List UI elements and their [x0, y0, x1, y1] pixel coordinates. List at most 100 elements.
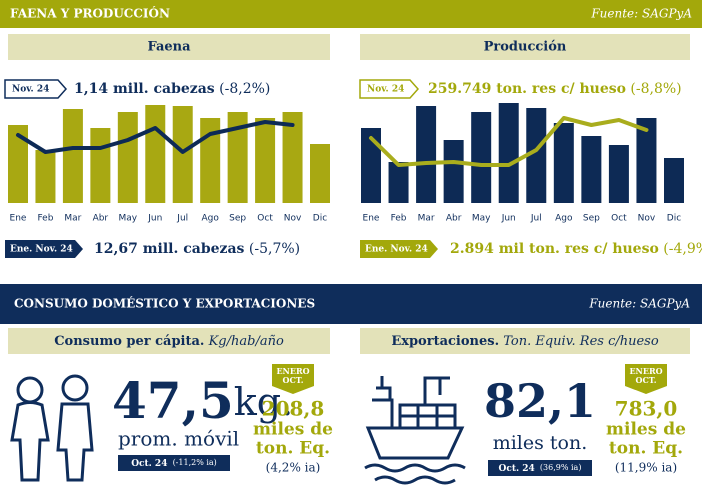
annotation-value: 12,67 mill. cabezas: [94, 241, 245, 257]
x-tick-label: Jun: [501, 214, 516, 224]
bar: [443, 140, 464, 203]
annotation-change: (-8,8%): [630, 81, 681, 97]
tag: [272, 364, 314, 394]
x-tick-label: Sep: [583, 214, 600, 224]
bar: [145, 105, 166, 203]
bar: [416, 106, 437, 203]
bar: [388, 162, 409, 203]
bar: [471, 112, 492, 203]
annotation: 2.894 mil ton. res c/ hueso (-4,9%): [450, 241, 702, 257]
ytd-change: (11,9% ia): [615, 461, 677, 475]
tag: [4, 79, 68, 99]
ytd-change: (4,2% ia): [266, 461, 321, 475]
tag-label: OCT.: [635, 375, 656, 385]
ytd-value: 208,8: [262, 397, 325, 421]
source: Fuente: SAGPyA: [588, 297, 690, 311]
bar: [282, 112, 303, 203]
x-tick-label: Oct: [257, 214, 273, 224]
tag: [360, 240, 438, 258]
annotation: 259.749 ton. res c/ hueso (-8,8%): [428, 81, 682, 97]
bar: [636, 118, 657, 203]
subheader: [360, 34, 690, 60]
subheader: [8, 34, 330, 60]
ytd-unit: miles de: [253, 420, 333, 440]
x-tick-label: Nov: [284, 214, 302, 224]
bar: [526, 108, 547, 203]
tag-label: ENERO: [276, 366, 309, 376]
tag: [359, 79, 420, 99]
x-tick-label: May: [472, 214, 491, 224]
annotation-value: 2.894 mil ton. res c/ hueso: [450, 241, 659, 257]
badge-text: Oct. 24 (-11,2% ia): [131, 453, 217, 472]
x-tick-label: Mar: [64, 214, 81, 224]
bar: [361, 128, 381, 203]
panel-title: Consumo per cápita. Kg/hab/año: [54, 334, 284, 349]
x-tick-label: Feb: [37, 214, 53, 224]
bar: [172, 106, 193, 203]
note: prom. móvil: [118, 427, 239, 451]
ytd-unit: miles de: [606, 420, 686, 440]
x-tick-label: Ene: [10, 214, 27, 224]
badge-date: Oct. 24: [499, 464, 535, 474]
subheader: [8, 328, 330, 354]
badge-change: (36,9% ia): [540, 463, 582, 472]
annotation-change: (-5,7%): [249, 241, 300, 257]
section-header: [0, 0, 702, 28]
annotation-change: (-4,9%): [663, 241, 702, 257]
bar: [581, 136, 602, 203]
bar: [227, 112, 248, 203]
tag-label: Nov. 24: [12, 85, 49, 95]
section-title: CONSUMO DOMÉSTICO Y EXPORTACIONES: [14, 296, 315, 311]
source: Fuente: SAGPyA: [590, 7, 692, 21]
x-tick-label: Abr: [93, 214, 109, 224]
tag-label: Nov. 24: [367, 85, 404, 95]
panel-title: Exportaciones. Ton. Equiv. Res c/hueso: [391, 334, 659, 349]
x-tick-label: Abr: [446, 214, 462, 224]
x-tick-label: May: [119, 214, 138, 224]
bar: [255, 118, 276, 203]
annotation-value: 1,14 mill. cabezas: [74, 81, 215, 97]
x-tick-label: Ago: [555, 214, 573, 224]
x-tick-label: Oct: [611, 214, 627, 224]
x-tick-label: Jul: [176, 214, 188, 224]
tag-label: Ene. Nov. 24: [365, 245, 428, 255]
chart-title: Producción: [484, 40, 567, 55]
big-value: 47,5kg.: [112, 371, 293, 430]
section-header: [0, 284, 702, 324]
bar: [62, 109, 83, 203]
panel-subtitle: Kg/hab/año: [208, 334, 284, 349]
bar: [90, 128, 111, 203]
ytd-unit: ton. Eq.: [609, 439, 683, 459]
value: 47,5: [112, 371, 234, 430]
ytd-value: 783,0: [615, 397, 678, 421]
x-tick-label: Mar: [418, 214, 435, 224]
tag: [5, 240, 83, 258]
bar: [35, 150, 56, 203]
panel-title-main: Consumo per cápita.: [54, 334, 204, 349]
badge-change: (-11,2% ia): [173, 458, 217, 467]
line: [16, 120, 295, 154]
tag-label: OCT.: [282, 375, 303, 385]
bar: [117, 112, 138, 203]
annotation: 1,14 mill. cabezas (-8,2%): [74, 81, 270, 97]
subheader: [360, 328, 690, 354]
badge: [118, 455, 230, 471]
badge-date: Oct. 24: [131, 459, 167, 469]
badge: [488, 460, 592, 476]
x-tick-label: Jun: [147, 214, 162, 224]
section-title: FAENA Y PRODUCCIÓN: [10, 5, 170, 21]
ship-icon: [364, 376, 466, 485]
bar: [310, 144, 330, 203]
x-tick-label: Feb: [391, 214, 407, 224]
bar: [664, 158, 684, 203]
badge-text: Oct. 24 (36,9% ia): [499, 458, 582, 477]
line: [369, 116, 649, 167]
tag-label: Ene. Nov. 24: [10, 245, 73, 255]
big-value: 82,1: [484, 374, 596, 428]
bar: [8, 125, 28, 203]
x-tick-label: Ago: [201, 214, 219, 224]
x-tick-label: Nov: [638, 214, 656, 224]
annotation: 12,67 mill. cabezas (-5,7%): [94, 241, 300, 257]
bar: [498, 103, 519, 203]
